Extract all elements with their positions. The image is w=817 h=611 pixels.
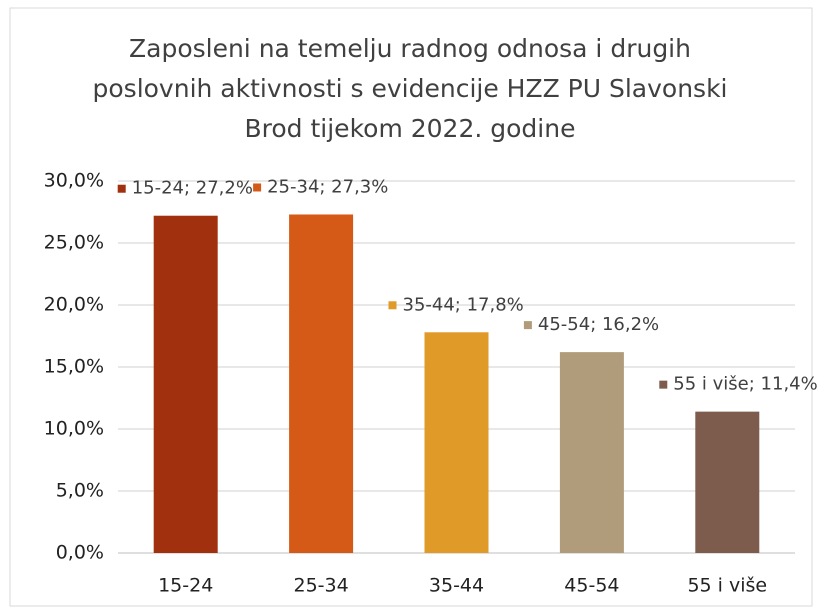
y-tick-label: 0,0% [56, 542, 104, 564]
y-tick-label: 30,0% [44, 170, 104, 192]
x-tick-label: 15-24 [158, 575, 213, 597]
y-tick-label: 15,0% [44, 356, 104, 378]
bar [559, 352, 624, 553]
chart-title: Zaposleni na temelju radnog odnosa i dru… [129, 34, 691, 63]
bar [695, 411, 760, 553]
bar [289, 214, 354, 554]
data-label-marker [117, 184, 126, 193]
chart-title: Brod tijekom 2022. godine [245, 114, 576, 143]
data-label: 45-54; 16,2% [538, 314, 659, 335]
data-label: 55 i više; 11,4% [673, 374, 817, 395]
chart-frame [9, 7, 813, 607]
data-label-marker [659, 380, 668, 389]
x-tick-label: 25-34 [293, 575, 348, 597]
data-label: 25-34; 27,3% [267, 176, 388, 197]
y-tick-label: 25,0% [44, 232, 104, 254]
data-label: 35-44; 17,8% [403, 294, 524, 315]
bar [424, 332, 489, 553]
y-tick-label: 5,0% [56, 480, 104, 502]
data-label-marker [523, 321, 532, 330]
data-label-marker [388, 301, 397, 310]
y-tick-label: 10,0% [44, 418, 104, 440]
x-tick-label: 45-54 [564, 575, 619, 597]
data-label-marker [253, 183, 262, 192]
x-tick-label: 55 i više [687, 575, 767, 597]
data-label: 15-24; 27,2% [132, 178, 253, 199]
y-tick-label: 20,0% [44, 294, 104, 316]
bar [153, 215, 218, 553]
chart-title: poslovnih aktivnosti s evidencije HZZ PU… [93, 74, 728, 103]
x-tick-label: 35-44 [429, 575, 484, 597]
